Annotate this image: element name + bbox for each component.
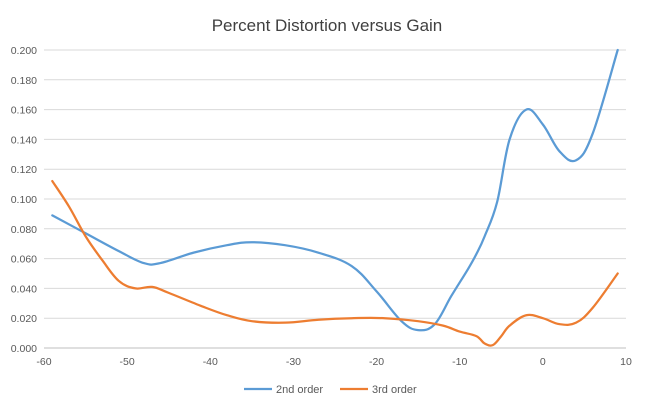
y-tick-label: 0.120 xyxy=(11,164,37,176)
y-tick-label: 0.140 xyxy=(11,134,37,146)
y-tick-label: 0.000 xyxy=(11,343,37,355)
x-tick-label: -60 xyxy=(36,356,51,368)
x-tick-label: -40 xyxy=(203,356,218,368)
y-tick-label: 0.100 xyxy=(11,194,37,206)
legend-label-1: 2nd order xyxy=(276,384,323,396)
x-tick-label: 10 xyxy=(620,356,632,368)
y-axis-ticks: 0.000 0.020 0.040 0.060 0.080 0.100 0.120 0.140… xyxy=(11,45,37,355)
y-tick-label: 0.160 xyxy=(11,105,37,117)
legend-label-2: 3rd order xyxy=(372,384,417,396)
y-tick-label: 0.060 xyxy=(11,254,37,266)
x-tick-label: -10 xyxy=(452,356,467,368)
series-lines xyxy=(51,48,619,347)
y-tick-label: 0.020 xyxy=(11,313,37,325)
y-tick-label: 0.200 xyxy=(11,45,37,57)
x-tick-label: -30 xyxy=(286,356,301,368)
series-line-1 xyxy=(51,48,619,332)
x-axis-ticks: -60 -50 -40 -30 -20 -10 0 10 xyxy=(36,356,632,368)
gridlines xyxy=(44,49,626,319)
legend: 2nd order 3rd order xyxy=(244,384,417,396)
series-line-2 xyxy=(51,179,619,347)
chart-title: Percent Distortion versus Gain xyxy=(212,16,443,35)
y-tick-label: 0.080 xyxy=(11,224,37,236)
x-tick-label: 0 xyxy=(540,356,546,368)
x-tick-label: -50 xyxy=(120,356,135,368)
x-tick-label: -20 xyxy=(369,356,384,368)
y-tick-label: 0.180 xyxy=(11,75,37,87)
y-tick-label: 0.040 xyxy=(11,283,37,295)
